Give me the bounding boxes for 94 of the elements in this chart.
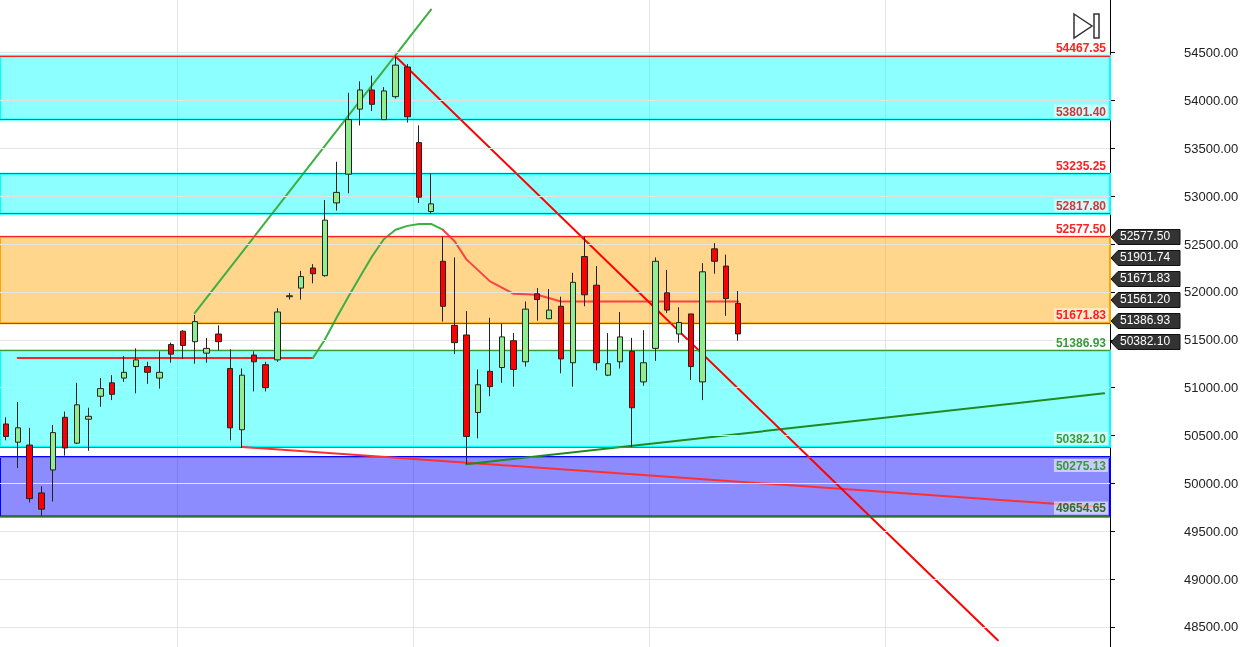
ref-line-label: 53235.25	[1055, 158, 1107, 173]
candlestick	[357, 80, 363, 126]
candlestick	[416, 124, 422, 204]
candlestick	[310, 263, 316, 284]
y-tick-label: 51500.00	[1184, 332, 1239, 348]
candlestick	[534, 287, 540, 322]
candlestick	[640, 329, 647, 387]
candlestick	[274, 307, 281, 363]
candlestick	[298, 270, 304, 301]
candlestick	[227, 348, 233, 441]
candlestick	[345, 92, 352, 194]
line-series	[441, 228, 740, 303]
text: 51901.74	[1120, 250, 1171, 264]
candlestick	[522, 300, 529, 368]
candlestick	[38, 485, 45, 517]
candlestick	[546, 288, 552, 320]
candlestick	[510, 332, 517, 388]
ref-line-label: 53801.40	[1055, 104, 1107, 119]
candlestick	[463, 310, 470, 465]
candlestick	[62, 411, 68, 457]
candlestick	[735, 290, 741, 342]
candlestick	[180, 329, 186, 360]
candlestick	[74, 382, 80, 445]
y-tick-label: 53500.00	[1184, 140, 1239, 156]
ref-line-label: 49654.65	[1055, 501, 1107, 516]
candlestick	[652, 256, 659, 362]
y-tick-label: 50500.00	[1184, 427, 1239, 443]
candlestick	[428, 173, 434, 215]
text: 51386.93	[1120, 313, 1171, 327]
ref-line-label: 52577.50	[1055, 221, 1107, 236]
ref-line-label: 52817.80	[1055, 198, 1107, 213]
y-tick-label: 54000.00	[1184, 93, 1239, 108]
candlestick	[688, 313, 694, 381]
y-tick-label: 52000.00	[1184, 284, 1239, 300]
candlestick	[487, 317, 493, 397]
candlestick	[451, 256, 458, 355]
y-tick-label: 49000.00	[1184, 571, 1239, 587]
candlestick	[475, 368, 481, 439]
candlestick	[97, 377, 104, 408]
candlestick	[333, 161, 340, 212]
candlestick	[629, 337, 635, 448]
candlestick	[109, 374, 115, 401]
candlestick	[711, 242, 718, 275]
candlestick	[723, 254, 729, 317]
candlestick	[558, 296, 564, 374]
candlestick	[676, 306, 682, 344]
candlestick	[85, 407, 92, 452]
candlestick	[392, 55, 399, 100]
candlestick	[570, 272, 576, 388]
candlestick	[192, 314, 198, 365]
candlestick	[121, 355, 127, 383]
candlestick	[404, 63, 411, 124]
candlestick	[133, 347, 139, 394]
candlestick	[203, 337, 210, 364]
candlestick	[322, 199, 328, 278]
candlestick	[168, 342, 174, 364]
ref-line-label: 50275.13	[1055, 459, 1107, 473]
text: 51561.20	[1120, 292, 1171, 306]
y-tick-label: 53000.00	[1184, 188, 1239, 204]
candlestick	[381, 86, 387, 121]
line-series	[311, 222, 444, 359]
candlestick	[3, 416, 9, 441]
candlestick	[664, 269, 670, 314]
y-tick-label: 54500.00	[1184, 45, 1239, 61]
candlestick	[499, 323, 505, 384]
candlestick	[262, 361, 269, 392]
candlestick	[144, 361, 151, 385]
candlestick	[440, 236, 446, 323]
ref-line-label: 50382.10	[1055, 431, 1107, 446]
ref-line-label: 51671.83	[1055, 308, 1107, 323]
y-tick-label: 51000.00	[1184, 380, 1239, 396]
candlestick	[286, 292, 293, 301]
text: 51671.83	[1120, 271, 1171, 285]
candlestick	[581, 236, 588, 307]
candlestick	[239, 367, 245, 449]
candlestick	[15, 401, 21, 469]
text: 50382.10	[1120, 334, 1171, 348]
candlestick	[26, 427, 33, 503]
candlestick	[369, 75, 375, 112]
y-tick-label: 52500.00	[1184, 236, 1239, 252]
candlestick	[593, 265, 600, 371]
y-tick-label: 48500.00	[1184, 619, 1239, 635]
candlestick	[605, 332, 611, 377]
candlestick	[50, 424, 56, 503]
candlestick	[251, 350, 257, 392]
candlestick	[215, 324, 222, 351]
candlestick	[156, 350, 163, 390]
ref-line-label: 54467.35	[1055, 40, 1107, 55]
ref-line-label: 51386.93	[1055, 335, 1107, 350]
candlestick	[699, 262, 706, 401]
candlestick	[617, 311, 623, 369]
y-tick-label: 50000.00	[1184, 475, 1239, 491]
text: 52577.50	[1120, 229, 1171, 243]
y-tick-label: 49500.00	[1184, 523, 1239, 539]
